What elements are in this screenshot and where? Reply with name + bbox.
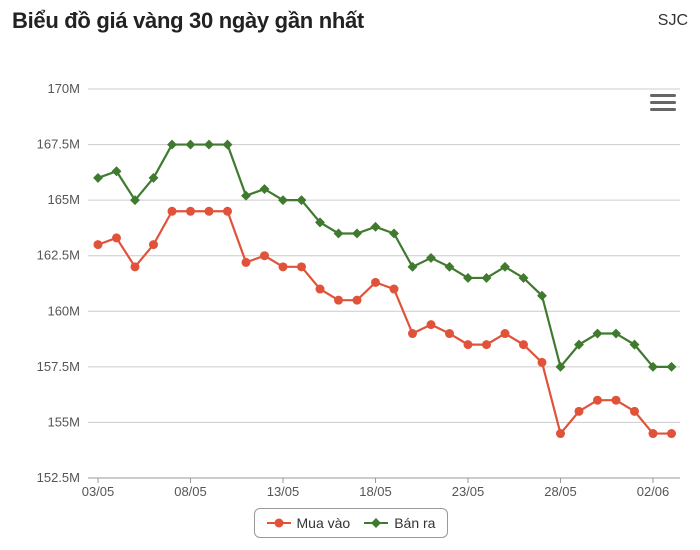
data-point-mua-vao (297, 262, 306, 272)
hamburger-menu-icon[interactable] (650, 94, 676, 116)
data-point-ban-ra (296, 195, 307, 206)
data-point-ban-ra (611, 328, 621, 339)
x-tick-label: 08/05 (174, 484, 207, 499)
data-point-ban-ra (481, 272, 492, 283)
data-point-ban-ra (518, 272, 529, 283)
data-point-ban-ra (185, 139, 196, 150)
x-tick-label: 02/06 (637, 484, 670, 499)
data-point-mua-vao (463, 340, 473, 350)
data-point-mua-vao (519, 340, 528, 350)
data-point-ban-ra (555, 361, 566, 372)
data-point-mua-vao (186, 206, 195, 216)
series-layer (93, 139, 677, 439)
data-point-ban-ra (463, 272, 473, 283)
data-point-ban-ra (648, 361, 658, 372)
data-point-mua-vao (426, 320, 436, 330)
data-point-ban-ra (370, 221, 381, 232)
legend-swatch-ban-ra (364, 518, 389, 528)
data-point-ban-ra (500, 261, 510, 272)
data-point-mua-vao (482, 340, 491, 350)
data-point-mua-vao (371, 277, 380, 287)
data-point-mua-vao (593, 395, 602, 405)
data-point-mua-vao (667, 429, 676, 439)
data-point-ban-ra (592, 328, 603, 339)
data-point-ban-ra (278, 195, 288, 206)
data-point-mua-vao (278, 262, 288, 272)
legend-label: Bán ra (394, 515, 436, 531)
data-point-mua-vao (260, 251, 269, 261)
data-point-ban-ra (426, 252, 436, 263)
data-point-ban-ra (111, 166, 122, 177)
data-point-mua-vao (112, 233, 121, 243)
y-tick-label: 165M (47, 192, 80, 207)
menu-bar (650, 101, 676, 104)
data-point-ban-ra (204, 139, 214, 150)
data-point-ban-ra (222, 139, 233, 150)
data-point-mua-vao (315, 284, 325, 294)
data-point-ban-ra (167, 139, 177, 150)
x-tick-label: 23/05 (452, 484, 485, 499)
x-tick-label: 18/05 (359, 484, 392, 499)
data-point-ban-ra (333, 228, 344, 239)
y-tick-label: 160M (47, 303, 80, 318)
data-point-mua-vao (389, 284, 399, 294)
legend-swatch-mua-vao (266, 518, 291, 528)
data-point-mua-vao (408, 329, 417, 339)
brand-label: SJC (657, 12, 688, 29)
data-point-ban-ra (666, 361, 677, 372)
data-point-ban-ra (537, 290, 547, 301)
data-point-mua-vao (574, 406, 584, 416)
data-point-ban-ra (241, 190, 251, 201)
data-point-mua-vao (445, 329, 454, 339)
data-point-mua-vao (352, 295, 362, 305)
y-tick-label: 162.5M (37, 248, 80, 263)
menu-bar (650, 94, 676, 97)
y-tick-label: 167.5M (37, 137, 80, 152)
data-point-ban-ra (148, 172, 159, 183)
x-tick-label: 28/05 (544, 484, 577, 499)
data-point-mua-vao (630, 406, 639, 416)
y-tick-label: 157.5M (37, 359, 80, 374)
data-point-mua-vao (93, 240, 103, 250)
data-point-mua-vao (167, 206, 177, 216)
data-point-mua-vao (648, 429, 658, 439)
series-line-mua-vao (97, 210, 672, 435)
data-point-ban-ra (389, 228, 399, 239)
chart-title: Biểu đồ giá vàng 30 ngày gần nhất (12, 8, 364, 33)
data-point-mua-vao (241, 257, 251, 267)
data-point-ban-ra (315, 217, 325, 228)
data-point-ban-ra (574, 339, 584, 350)
y-tick-label: 152.5M (37, 470, 80, 485)
grid-lines (88, 88, 680, 479)
chart-legend: Mua vào Bán ra (254, 508, 448, 538)
data-point-ban-ra (93, 172, 103, 183)
x-tick-label: 03/05 (82, 484, 115, 499)
legend-item-mua-vao[interactable]: Mua vào (266, 515, 351, 531)
data-point-ban-ra (352, 228, 362, 239)
data-point-mua-vao (611, 395, 621, 405)
data-point-mua-vao (537, 357, 547, 367)
data-point-mua-vao (334, 295, 343, 305)
data-point-ban-ra (407, 261, 418, 272)
data-point-mua-vao (149, 240, 158, 250)
x-tick-label: 13/05 (267, 484, 300, 499)
data-point-ban-ra (444, 261, 455, 272)
data-point-mua-vao (223, 206, 232, 216)
data-point-ban-ra (629, 339, 640, 350)
data-point-ban-ra (130, 195, 140, 206)
menu-bar (650, 108, 676, 111)
data-point-ban-ra (259, 184, 270, 194)
data-point-mua-vao (500, 329, 510, 339)
legend-label: Mua vào (296, 515, 351, 531)
axes: 152.5M 155M 157.5M 160M 162.5M 165M 167.5M 170M… (37, 81, 680, 499)
legend-item-ban-ra[interactable]: Bán ra (364, 515, 435, 531)
data-point-mua-vao (556, 429, 565, 439)
y-tick-label: 170M (47, 81, 80, 96)
data-point-mua-vao (204, 206, 214, 216)
y-tick-label: 155M (47, 414, 80, 429)
data-point-mua-vao (130, 262, 140, 272)
